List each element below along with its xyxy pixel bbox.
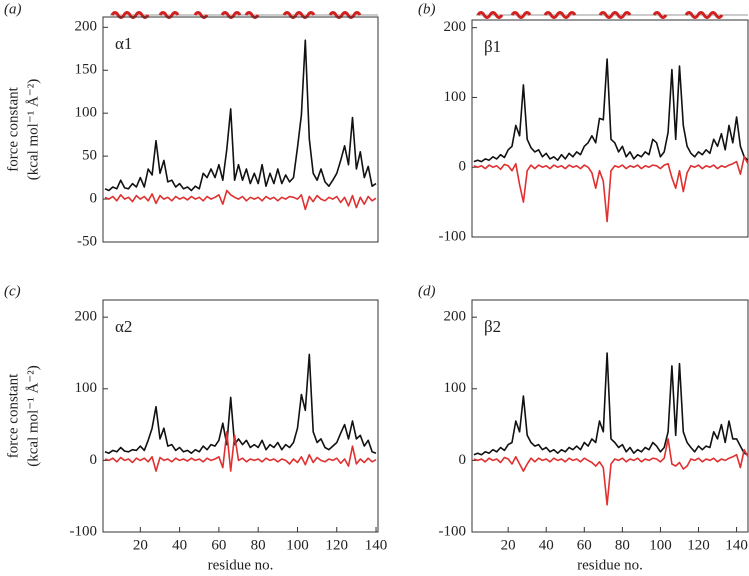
x-tick-label: 60 [211,537,226,553]
x-axis-label: residue no. [577,557,643,573]
y-tick-label: 50 [82,148,97,164]
axes-frame [471,299,749,533]
secondary-structure-b [476,11,748,19]
panel-label: β2 [484,317,501,336]
y-tick-label: 200 [75,19,98,35]
x-tick-label: 60 [577,537,592,553]
y-tick-label: 150 [75,62,98,78]
y-tick-label: 200 [444,309,467,325]
panel-letter: (c) [4,283,21,299]
x-tick-label: 140 [725,537,748,553]
x-tick-label: 120 [326,537,349,553]
y-axis-label: (kcal mol⁻¹ Å⁻²) [25,79,41,180]
axes-frame [102,16,379,243]
x-tick-label: 20 [501,537,516,553]
x-tick-label: 40 [539,537,554,553]
y-axis-label: (kcal mol⁻¹ Å⁻²) [25,365,41,466]
x-tick-label: 140 [365,537,388,553]
data-line [104,353,377,455]
data-line [473,58,749,163]
x-tick-label: 100 [649,537,672,553]
x-tick-label: 20 [133,537,148,553]
x-tick-label: 80 [615,537,630,553]
x-tick-label: 100 [286,537,309,553]
panel-label: α2 [115,317,132,336]
y-tick-label: -100 [439,523,467,539]
y-tick-label: 0 [90,190,98,206]
y-tick-label: 100 [75,380,98,396]
y-tick-label: 100 [444,380,467,396]
y-tick-label: 100 [75,105,98,121]
y-tick-label: 200 [444,19,467,35]
data-line [473,156,749,223]
y-tick-label: -100 [70,523,98,539]
y-tick-label: 0 [459,452,467,468]
panel-label: α1 [115,34,132,53]
data-line [104,189,377,211]
data-line [104,39,377,192]
x-axis-label: residue no. [208,557,274,573]
y-tick-label: -50 [77,233,97,249]
panel-letter: (b) [418,1,436,17]
data-line [104,430,377,472]
data-line [473,352,749,456]
y-tick-label: 200 [75,309,98,325]
y-tick-label: 0 [90,452,98,468]
y-tick-label: 0 [459,159,467,175]
x-tick-label: 80 [251,537,266,553]
y-tick-label: -100 [439,228,467,244]
x-tick-label: 120 [687,537,710,553]
axes-frame [102,299,379,533]
panel-letter: (d) [418,283,436,299]
y-axis-label: force constant [5,86,21,171]
panel-letter: (a) [4,1,22,17]
data-line [473,438,749,506]
x-tick-label: 40 [172,537,187,553]
y-tick-label: 100 [444,89,467,105]
y-axis-label: force constant [5,373,21,458]
panel-label: β1 [484,37,501,56]
axes-frame [471,19,749,238]
